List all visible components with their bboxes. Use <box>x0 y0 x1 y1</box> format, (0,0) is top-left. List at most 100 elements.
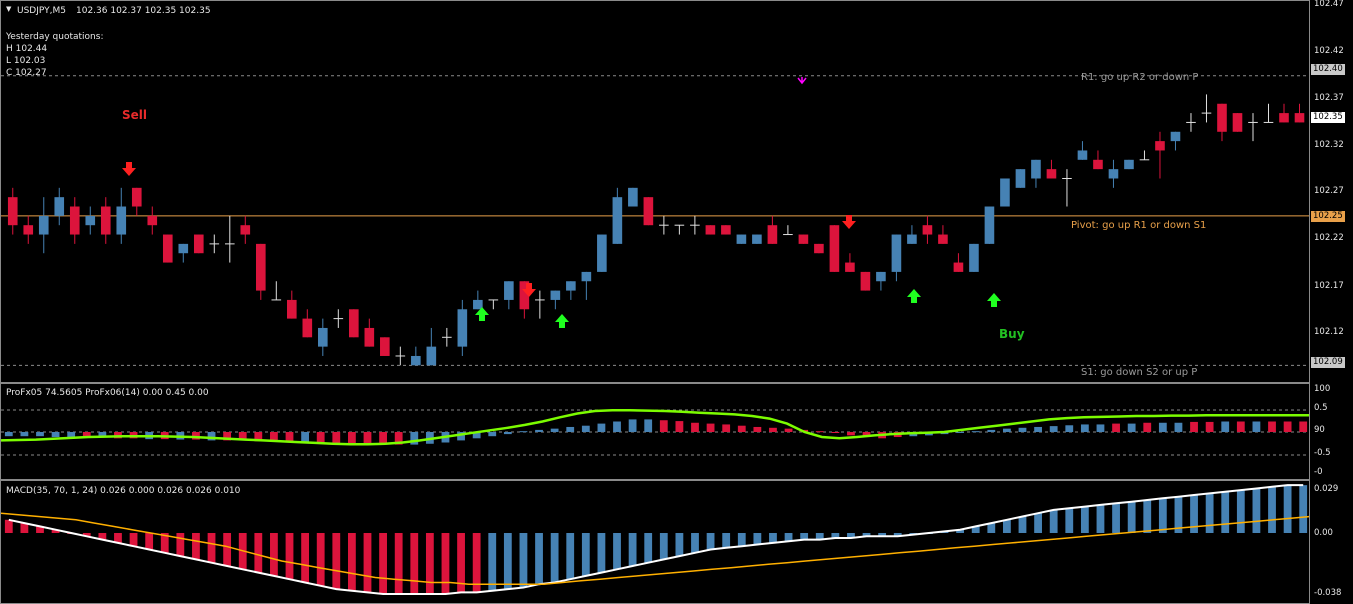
macd-bar <box>1268 486 1276 533</box>
candle-body <box>100 206 111 235</box>
macd-bar <box>784 533 793 542</box>
macd-bar <box>1096 504 1105 533</box>
candle-body <box>984 206 995 244</box>
macd-bar <box>457 533 465 593</box>
candle-body <box>581 271 592 282</box>
candle-body <box>1155 141 1165 151</box>
macd-bar <box>254 533 263 573</box>
osc-bar <box>847 432 855 436</box>
osc-bar <box>98 432 107 438</box>
candle-body <box>302 318 313 338</box>
r1-text: R1: go up R2 or down P <box>1081 72 1199 83</box>
candle-body <box>876 271 886 282</box>
macd-axis[interactable]: 0.029 0.00 -0.038 <box>1310 480 1353 604</box>
buy-arrow-icon <box>555 314 569 328</box>
candle-body <box>566 281 576 291</box>
macd-bar <box>1299 485 1308 533</box>
macd-bar <box>893 533 902 537</box>
osc-bar <box>628 419 637 432</box>
osc-bar <box>737 425 746 432</box>
candle-body <box>411 355 421 366</box>
osc-bar <box>815 431 824 433</box>
candle-body <box>767 225 778 244</box>
ohlc-values: 102.36 102.37 102.35 102.35 <box>76 6 211 16</box>
sell-arrow-icon <box>522 283 536 297</box>
macd-bar <box>1018 516 1027 533</box>
candle-body <box>380 337 390 356</box>
osc-bar <box>332 432 341 444</box>
macd-bar <box>1127 501 1136 533</box>
macd-bar <box>20 523 29 533</box>
macd-bar <box>4 519 13 533</box>
macd-bar <box>581 533 590 576</box>
macd-bar <box>1049 509 1058 533</box>
osc-bar <box>4 432 13 437</box>
osc-bar <box>675 421 684 432</box>
macd-bar <box>800 533 809 540</box>
chart-menu-icon[interactable]: ▼ <box>6 5 12 13</box>
candle-body <box>597 234 607 272</box>
candle-body <box>814 243 824 254</box>
candle-body <box>85 215 96 226</box>
osc-signal-line <box>1 408 1309 446</box>
candle-body <box>1000 178 1010 207</box>
macd-bar <box>114 533 122 543</box>
candle-body <box>721 225 731 235</box>
candle-body <box>829 225 840 272</box>
price-tick: 102.22 <box>1314 233 1344 243</box>
macd-bar <box>270 533 278 576</box>
osc-bar <box>270 432 278 442</box>
macd-bar <box>862 533 871 537</box>
osc-bar <box>1205 421 1214 432</box>
osc-bar <box>644 419 653 432</box>
macd-bar <box>347 533 356 591</box>
macd-bar <box>1221 491 1230 533</box>
macd-bar <box>1034 513 1042 533</box>
macd-canvas <box>1 484 1309 595</box>
osc-bar <box>1002 428 1011 432</box>
candle-body <box>1031 159 1041 179</box>
osc-bar <box>207 432 216 441</box>
candle-body <box>349 309 359 338</box>
macd-bar <box>332 533 341 590</box>
osc-bar <box>691 422 699 432</box>
price-tick: 102.32 <box>1314 140 1344 150</box>
price-tick: 102.12 <box>1314 327 1344 337</box>
candle-body <box>1294 113 1305 123</box>
osc-bar <box>379 432 387 445</box>
candle-body <box>255 243 266 291</box>
candle-body <box>178 243 189 254</box>
macd-bar <box>176 533 185 557</box>
osc-bar <box>254 432 263 442</box>
macd-panel[interactable]: MACD(35, 70, 1, 24) 0.026 0.000 0.026 0.… <box>0 480 1310 604</box>
macd-title: MACD(35, 70, 1, 24) 0.026 0.000 0.026 0.… <box>6 486 241 496</box>
osc-bar <box>192 432 200 440</box>
osc-bar <box>566 426 575 432</box>
osc-bar <box>1096 424 1105 432</box>
candle-body <box>752 234 762 244</box>
macd-bar <box>285 533 294 580</box>
macd-bar <box>1236 490 1245 533</box>
macd-tick: -0.038 <box>1314 588 1342 598</box>
oscillator-panel[interactable]: ProFx05 74.5605 ProFx06(14) 0.00 0.45 0.… <box>0 383 1310 480</box>
osc-bar <box>1018 427 1027 432</box>
price-axis[interactable]: 102.47 102.42 102.40 102.37 102.35 102.3… <box>1310 0 1353 383</box>
candle-body <box>969 243 979 272</box>
candle-body <box>318 327 328 347</box>
candle-body <box>23 225 34 235</box>
macd-bar <box>1252 488 1261 533</box>
price-chart-panel[interactable]: ▼ USDJPY,M5 102.36 102.37 102.35 102.35 … <box>0 0 1310 383</box>
osc-bar <box>51 432 60 438</box>
osc-bar <box>784 428 793 432</box>
macd-tick: 0.00 <box>1314 528 1333 538</box>
oscillator-axis[interactable]: 100 0.5 90 -0.5 -0 <box>1310 383 1353 480</box>
osc-bar <box>472 432 481 439</box>
osc-bar <box>987 429 996 432</box>
candle-body <box>736 234 747 244</box>
macd-bar <box>831 533 840 538</box>
osc-bar <box>394 432 403 445</box>
candle-body <box>38 215 49 235</box>
macd-bar <box>488 533 497 591</box>
macd-bar <box>722 533 731 548</box>
price-tick: 102.17 <box>1314 281 1344 291</box>
